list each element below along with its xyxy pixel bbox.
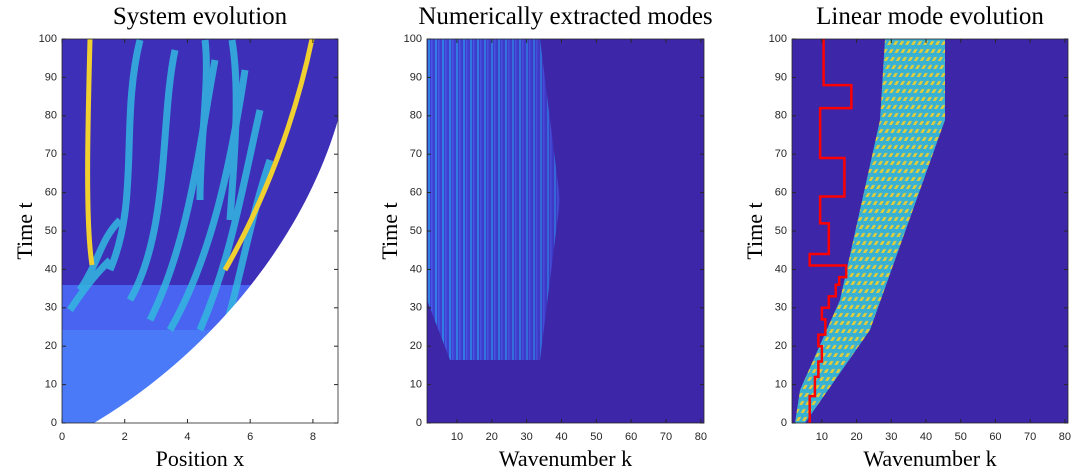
x-tick-label: 8 bbox=[310, 431, 316, 443]
x-tick-label: 2 bbox=[122, 431, 128, 443]
y-tick-label: 40 bbox=[45, 263, 57, 275]
x-axis-label: Wavenumber k bbox=[863, 446, 996, 471]
y-tick-label: 100 bbox=[769, 33, 787, 45]
x-tick-label: 70 bbox=[660, 431, 672, 443]
y-tick-label: 20 bbox=[45, 340, 57, 352]
y-tick-label: 50 bbox=[410, 225, 422, 237]
y-tick-label: 90 bbox=[410, 71, 422, 83]
y-tick-label: 10 bbox=[775, 379, 787, 391]
x-tick-label: 0 bbox=[59, 431, 65, 443]
y-tick-label: 50 bbox=[45, 225, 57, 237]
y-tick-label: 0 bbox=[51, 417, 57, 429]
y-tick-label: 90 bbox=[45, 71, 57, 83]
y-tick-label: 50 bbox=[775, 225, 787, 237]
y-tick-label: 70 bbox=[45, 148, 57, 160]
y-tick-label: 10 bbox=[45, 379, 57, 391]
chart-title: Numerically extracted modes bbox=[418, 3, 712, 30]
y-tick-label: 80 bbox=[410, 110, 422, 122]
y-tick-label: 80 bbox=[45, 110, 57, 122]
heatmap-image bbox=[62, 38, 338, 423]
x-tick-label: 6 bbox=[247, 431, 253, 443]
y-axis-label: Time t bbox=[742, 202, 767, 259]
y-tick-label: 30 bbox=[45, 302, 57, 314]
x-tick-label: 30 bbox=[885, 431, 897, 443]
y-tick-label: 60 bbox=[45, 187, 57, 199]
y-tick-label: 20 bbox=[410, 340, 422, 352]
mode-line bbox=[808, 39, 853, 423]
y-tick-label: 60 bbox=[410, 187, 422, 199]
x-tick-label: 50 bbox=[590, 431, 602, 443]
x-tick-label: 60 bbox=[625, 431, 637, 443]
x-tick-label: 50 bbox=[955, 431, 967, 443]
y-tick-label: 70 bbox=[775, 148, 787, 160]
heatmap-image bbox=[792, 39, 1068, 423]
y-tick-label: 100 bbox=[404, 33, 422, 45]
chart-title: Linear mode evolution bbox=[816, 3, 1044, 30]
x-tick-label: 80 bbox=[1059, 431, 1071, 443]
x-tick-label: 40 bbox=[555, 431, 567, 443]
y-tick-label: 60 bbox=[775, 187, 787, 199]
x-tick-label: 10 bbox=[451, 431, 463, 443]
y-tick-label: 30 bbox=[775, 302, 787, 314]
y-tick-label: 40 bbox=[410, 263, 422, 275]
y-tick-label: 40 bbox=[775, 263, 787, 275]
x-tick-label: 40 bbox=[920, 431, 932, 443]
y-tick-label: 10 bbox=[410, 379, 422, 391]
y-tick-label: 0 bbox=[781, 417, 787, 429]
y-tick-label: 100 bbox=[39, 33, 57, 45]
x-tick-label: 20 bbox=[486, 431, 498, 443]
x-tick-label: 10 bbox=[816, 431, 828, 443]
x-tick-label: 80 bbox=[695, 431, 707, 443]
x-axis-label: Position x bbox=[156, 446, 245, 471]
x-tick-label: 70 bbox=[1024, 431, 1036, 443]
y-tick-label: 30 bbox=[410, 302, 422, 314]
chart-title: System evolution bbox=[113, 3, 288, 30]
y-axis-label: Time t bbox=[377, 202, 402, 259]
y-tick-label: 80 bbox=[775, 110, 787, 122]
x-tick-label: 30 bbox=[521, 431, 533, 443]
y-tick-label: 90 bbox=[775, 71, 787, 83]
y-tick-label: 20 bbox=[775, 340, 787, 352]
x-tick-label: 4 bbox=[184, 431, 190, 443]
y-tick-label: 70 bbox=[410, 148, 422, 160]
x-axis-label: Wavenumber k bbox=[499, 446, 632, 471]
x-tick-label: 20 bbox=[850, 431, 862, 443]
y-tick-label: 0 bbox=[416, 417, 422, 429]
x-tick-label: 60 bbox=[989, 431, 1001, 443]
y-axis-label: Time t bbox=[12, 202, 37, 259]
heatmap-image bbox=[427, 39, 704, 423]
